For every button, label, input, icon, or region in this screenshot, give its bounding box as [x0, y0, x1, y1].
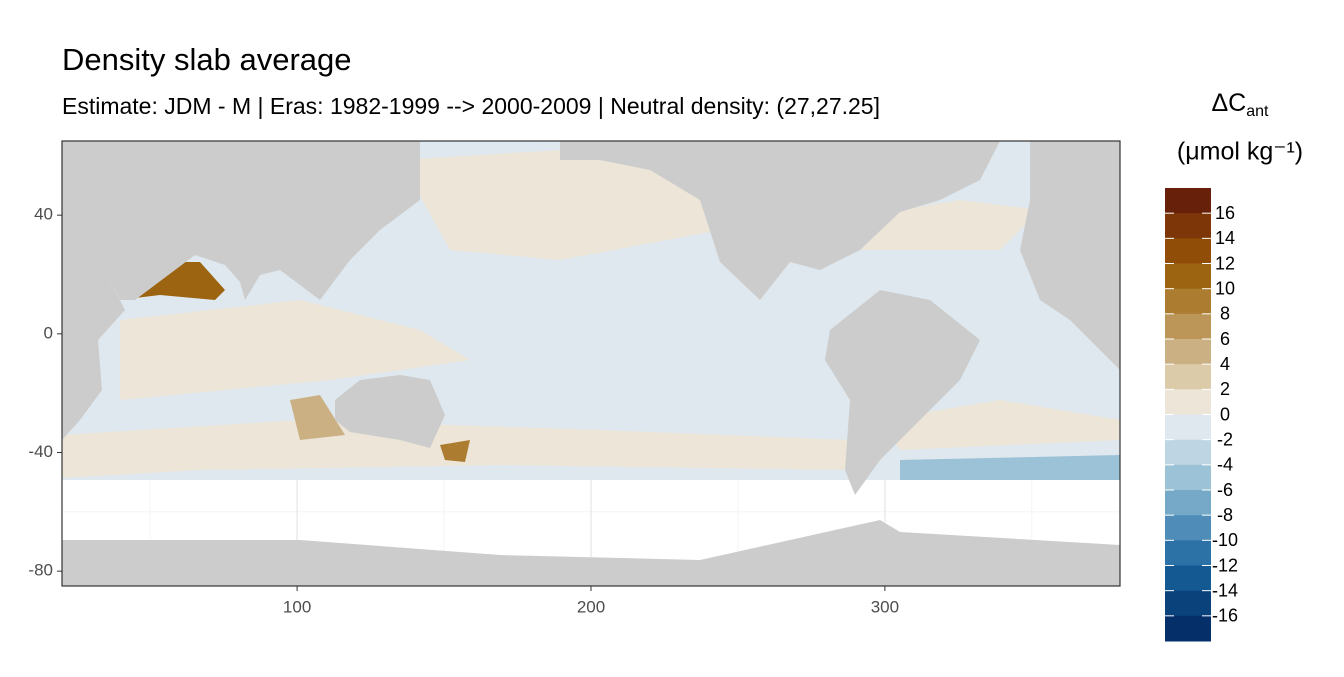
legend-label: -16 [1212, 606, 1238, 626]
legend-label: -8 [1217, 505, 1233, 525]
y-tick-label: 0 [44, 323, 53, 342]
legend-label: -14 [1212, 580, 1238, 600]
legend-label: 2 [1220, 379, 1230, 399]
legend-swatch [1165, 238, 1211, 264]
legend-swatch [1165, 590, 1211, 617]
ocean-field [880, 400, 1120, 450]
x-tick-label: 200 [577, 597, 605, 616]
legend-swatch [1165, 263, 1211, 290]
land [62, 141, 420, 300]
legend-label: 12 [1215, 253, 1235, 273]
legend-swatch [1165, 565, 1211, 592]
legend-swatch [1165, 339, 1211, 365]
ocean-field [440, 440, 470, 462]
chart-subtitle: Estimate: JDM - M | Eras: 1982-1999 --> … [62, 93, 880, 119]
legend-label: -2 [1217, 429, 1233, 449]
ocean-field [900, 455, 1120, 480]
legend-title-sub: ant [1246, 103, 1269, 120]
ocean-field [400, 150, 720, 260]
legend-label: 16 [1215, 203, 1235, 223]
legend-label: 14 [1215, 228, 1235, 248]
ocean-field [290, 395, 345, 440]
chart-title: Density slab average [62, 42, 352, 77]
y-tick-label: 40 [34, 205, 53, 224]
land [1020, 141, 1120, 370]
legend-swatch [1165, 288, 1211, 315]
legend-swatch [1165, 389, 1211, 415]
legend-label: -10 [1212, 530, 1238, 550]
ocean-field [120, 300, 470, 400]
land [62, 520, 1120, 586]
legend-swatch [1165, 188, 1211, 214]
legend-swatch [1165, 364, 1211, 390]
x-tick-label: 300 [871, 597, 899, 616]
legend-swatch [1165, 464, 1211, 491]
legend-label: 4 [1220, 354, 1230, 374]
legend-swatch [1165, 540, 1211, 566]
legend-label: 8 [1220, 304, 1230, 324]
legend-label: 10 [1215, 278, 1235, 298]
legend-title: ΔCant [1211, 89, 1269, 121]
legend-swatch [1165, 414, 1211, 441]
legend-label: -12 [1212, 555, 1238, 575]
land [335, 375, 445, 448]
legend-swatch [1165, 615, 1211, 642]
y-tick-label: -80 [28, 561, 53, 580]
x-tick-label: 100 [283, 597, 311, 616]
legend-swatch [1165, 439, 1211, 466]
map [62, 141, 1120, 586]
legend-unit: (μmol kg⁻¹) [1177, 138, 1303, 166]
y-tick-label: -40 [28, 442, 53, 461]
legend-swatch [1165, 490, 1211, 516]
land [560, 141, 1000, 300]
legend-title-main: ΔC [1211, 89, 1246, 117]
legend-label: -6 [1217, 480, 1233, 500]
land [825, 290, 980, 495]
legend-swatch [1165, 515, 1211, 541]
ocean-field [135, 262, 225, 300]
legend-label: 0 [1220, 404, 1230, 424]
legend-label: -4 [1217, 455, 1233, 475]
legend-swatch [1165, 213, 1211, 239]
legend-swatch [1165, 313, 1211, 340]
legend-label: 6 [1220, 329, 1230, 349]
land [62, 262, 125, 440]
